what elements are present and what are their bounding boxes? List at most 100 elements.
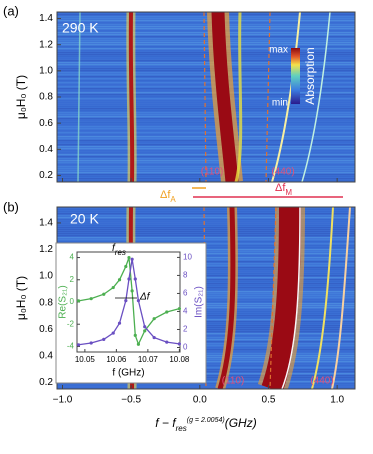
- heatmap-texture: [57, 50, 355, 52]
- data-point: [165, 340, 169, 344]
- heatmap-texture: [57, 213, 355, 215]
- panel-label: (b): [3, 199, 19, 214]
- heatmap-texture: [57, 124, 355, 126]
- delta-label: ΔfA: [160, 189, 176, 204]
- y-tick-label: -4: [67, 342, 75, 351]
- heatmap-texture: [57, 241, 355, 243]
- data-point: [133, 333, 137, 337]
- heatmap-texture: [57, 229, 355, 231]
- heatmap-streak: [281, 207, 301, 389]
- data-point: [76, 299, 81, 303]
- annotation-part: res: [115, 248, 126, 257]
- x-axis-label-part: res: [176, 424, 187, 433]
- heatmap-texture: [57, 114, 355, 116]
- heatmap-texture: [57, 14, 355, 16]
- data-point: [143, 329, 147, 333]
- heatmap-texture: [57, 84, 355, 86]
- heatmap-texture: [57, 122, 355, 124]
- x-tick-label: 10.07: [138, 355, 159, 364]
- heatmap-texture: [57, 239, 355, 241]
- heatmap-texture: [57, 86, 355, 88]
- data-point: [102, 292, 106, 296]
- y-tick-label: 4: [70, 253, 75, 262]
- x-tick-label: 1.0: [330, 395, 344, 406]
- heatmap-texture: [57, 387, 355, 389]
- heatmap-texture: [57, 110, 355, 112]
- heatmap-texture: [57, 219, 355, 221]
- annotation: (440): [271, 167, 294, 178]
- x-tick-label: 10.05: [75, 355, 96, 364]
- y-tick-label: 0.6: [39, 324, 53, 335]
- data-point: [130, 257, 134, 261]
- data-point: [111, 331, 115, 335]
- heatmap-texture: [57, 96, 355, 98]
- data-point: [177, 307, 181, 311]
- heatmap-texture: [57, 52, 355, 54]
- guide-line: [265, 12, 271, 182]
- x-axis-label: f (GHz): [112, 368, 144, 379]
- heatmap-texture: [57, 94, 355, 96]
- heatmap-texture: [57, 24, 355, 26]
- annotation: (110): [201, 167, 224, 178]
- heatmap-texture: [57, 172, 355, 174]
- heatmap-texture: [57, 102, 355, 104]
- delta-label-part: M: [285, 188, 292, 197]
- delta-label-part: A: [170, 195, 176, 204]
- data-point: [130, 289, 134, 293]
- data-point: [177, 342, 181, 346]
- heatmap-texture: [57, 74, 355, 76]
- annotation-part: f: [112, 243, 116, 254]
- heatmap-texture: [57, 158, 355, 160]
- x-tick-label: 10.08: [169, 355, 190, 364]
- x-tick-label: 0.5: [262, 395, 276, 406]
- heatmap-texture: [57, 112, 355, 114]
- colorbar-label: Absorption: [303, 47, 317, 104]
- x-axis-label-part: f − f: [155, 416, 177, 430]
- heatmap-texture: [57, 100, 355, 102]
- heatmap-texture: [57, 116, 355, 118]
- heatmap-texture: [57, 235, 355, 237]
- heatmap-texture: [57, 18, 355, 20]
- heatmap-texture: [57, 108, 355, 110]
- heatmap-streak: [331, 207, 351, 389]
- heatmap-streak: [77, 12, 81, 182]
- x-axis-label-part: (GHz): [225, 416, 257, 430]
- heatmap-texture: [57, 170, 355, 172]
- heatmap-texture: [57, 223, 355, 225]
- heatmap-texture: [57, 207, 355, 209]
- y-axis-label: Re(S₂₁): [58, 285, 69, 318]
- data-point: [143, 325, 147, 329]
- data-point: [89, 297, 93, 301]
- y-tick-label: 2: [70, 275, 75, 284]
- series-line: [78, 257, 180, 346]
- heatmap-texture: [57, 178, 355, 180]
- data-point: [124, 299, 128, 303]
- heatmap-texture: [57, 36, 355, 38]
- data-point: [124, 264, 128, 269]
- x-tick-label: 10.06: [106, 355, 127, 364]
- heatmap-texture: [57, 233, 355, 235]
- y2-tick-label: 10: [183, 253, 192, 262]
- y-tick-label: 1.4: [39, 218, 53, 229]
- heatmap-texture: [57, 217, 355, 219]
- delta-label-part: Δf: [160, 189, 171, 201]
- y-tick-label: 0.2: [39, 377, 53, 388]
- heatmap-texture: [57, 209, 355, 211]
- heatmap-texture: [57, 70, 355, 72]
- heatmap-streak: [301, 12, 331, 182]
- y-tick-label: 0: [70, 297, 75, 306]
- data-point: [127, 277, 131, 281]
- y-tick-label: 1.2: [39, 244, 53, 255]
- y-tick-label: 0.4: [39, 350, 53, 361]
- heatmap-texture: [57, 231, 355, 233]
- heatmap-texture: [57, 106, 355, 108]
- y-tick-label: 0.8: [39, 92, 53, 103]
- heatmap-texture: [57, 142, 355, 144]
- data-point: [136, 342, 141, 346]
- heatmap-streak: [128, 12, 135, 182]
- y-tick-label: 0.2: [39, 170, 53, 181]
- data-point: [111, 285, 115, 290]
- heatmap-texture: [57, 82, 355, 84]
- data-point: [102, 337, 106, 341]
- heatmap-texture: [57, 98, 355, 100]
